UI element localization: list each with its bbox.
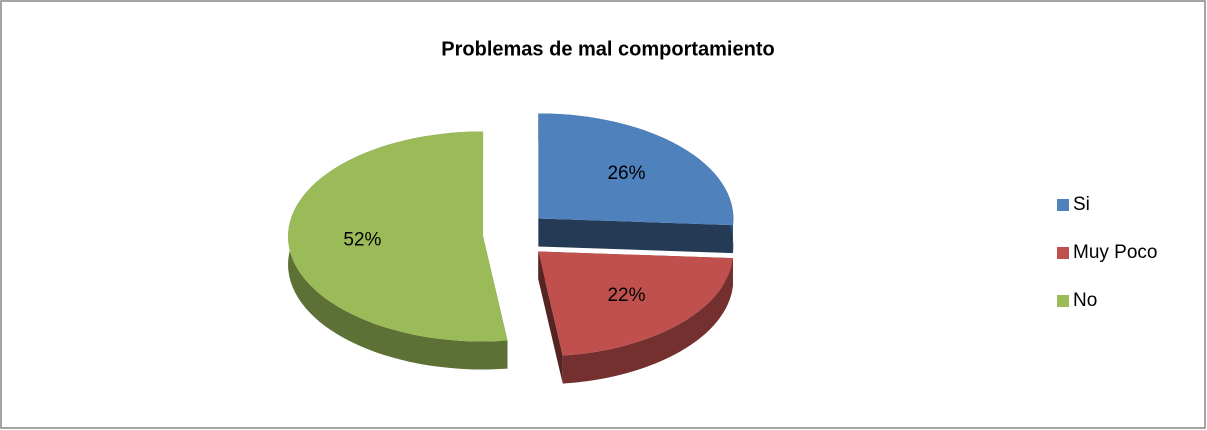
pie-slice: [288, 131, 508, 342]
slice-cut-wall: [538, 218, 733, 254]
legend-swatch: [1057, 295, 1069, 307]
legend-swatch: [1057, 247, 1069, 259]
pie-slice: [538, 113, 734, 226]
data-label: 52%: [343, 230, 381, 251]
legend-swatch: [1057, 199, 1069, 211]
slice-tops: [288, 113, 734, 356]
legend-label: No: [1073, 290, 1097, 311]
data-label: 26%: [607, 163, 645, 184]
slice-outer-wall: [562, 258, 733, 384]
slice-cut-wall: [538, 251, 563, 384]
legend-label: Muy Poco: [1073, 242, 1157, 263]
chart-title: Problemas de mal comportamiento: [441, 38, 774, 60]
pie-slice: [538, 251, 733, 356]
data-label: 22%: [607, 285, 645, 306]
legend-label: Si: [1073, 194, 1090, 215]
